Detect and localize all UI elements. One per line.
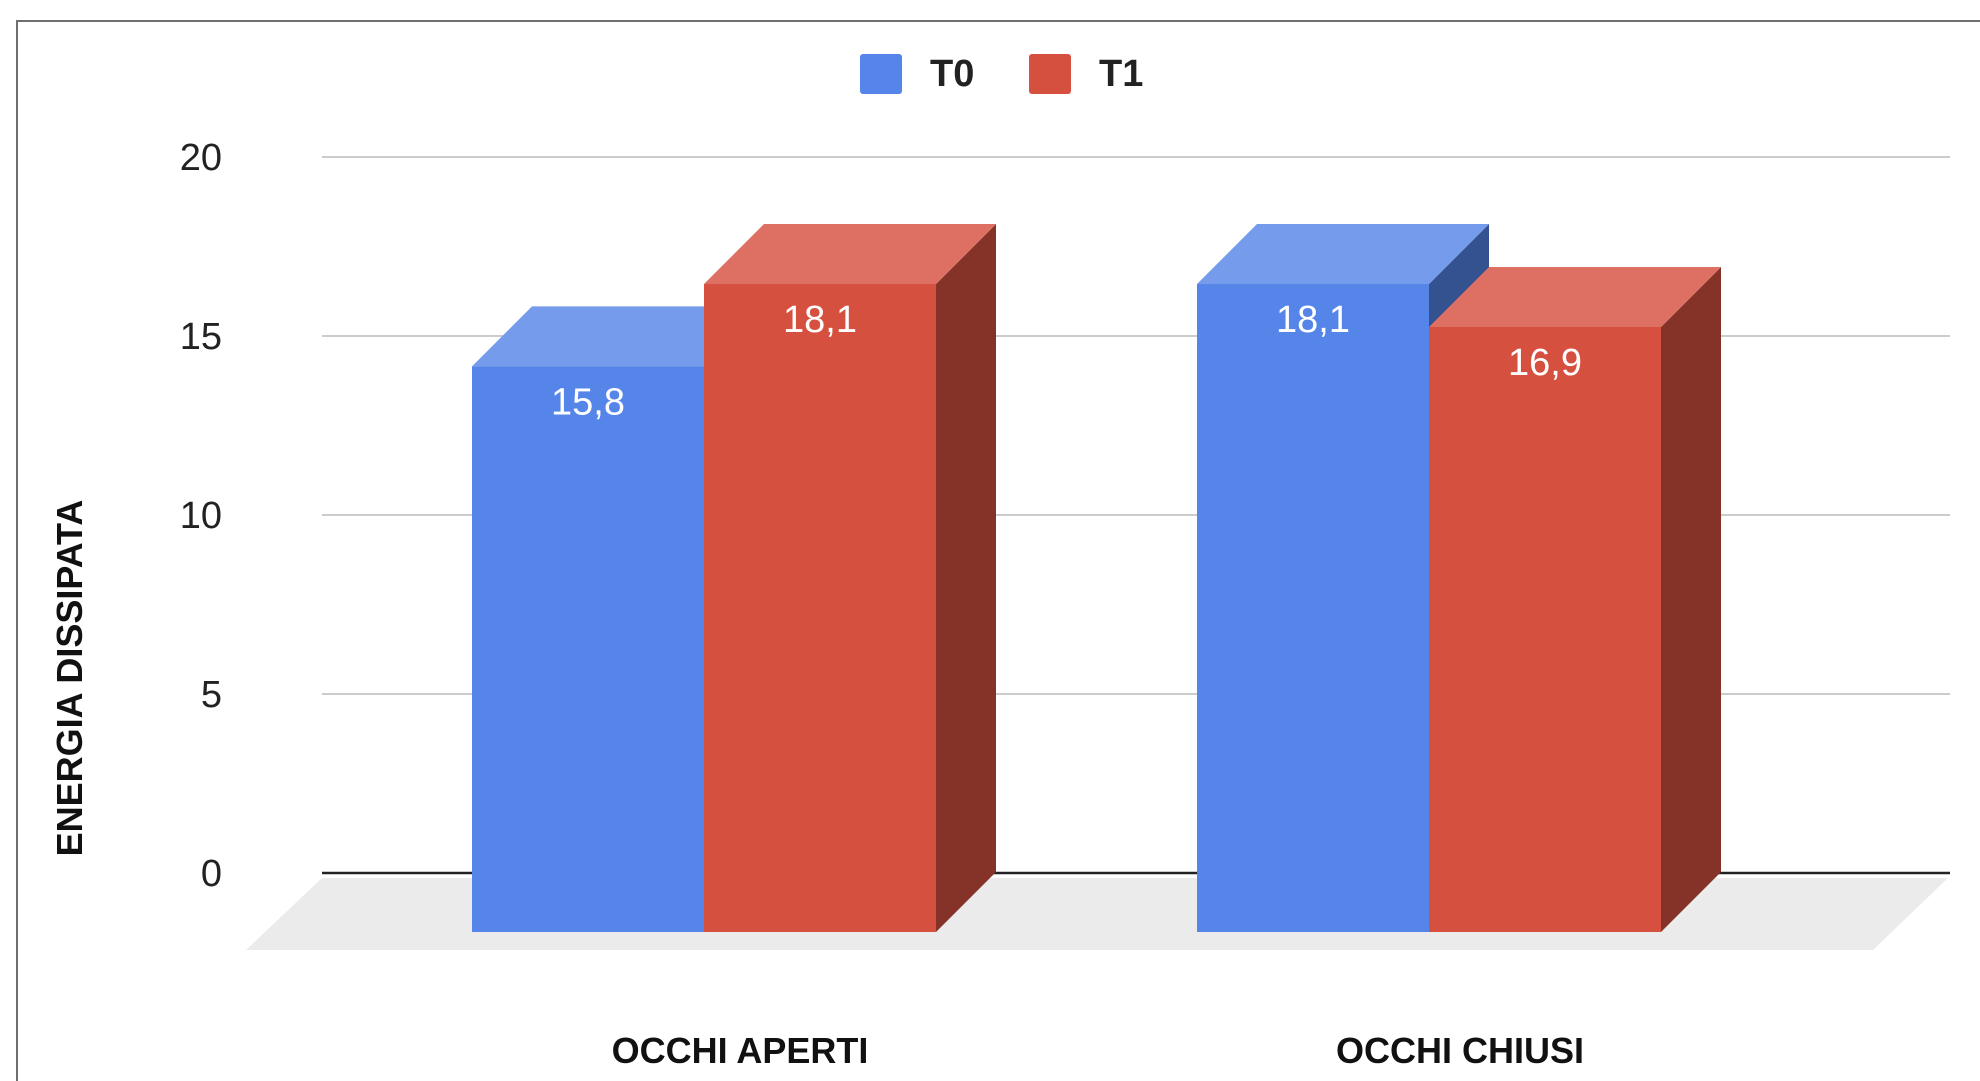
bar-front — [472, 366, 704, 932]
legend: T0 T1 — [860, 53, 1143, 95]
bar-front — [1197, 284, 1429, 932]
legend-label: T0 — [930, 53, 974, 95]
y-axis-ticks: 0 5 10 15 20 — [180, 137, 222, 895]
legend-swatch-t1 — [1029, 54, 1071, 94]
y-tick-label: 15 — [180, 316, 222, 358]
bar-top — [1197, 224, 1489, 285]
bars — [472, 224, 1721, 933]
y-tick-label: 0 — [201, 853, 222, 895]
bar-side — [936, 224, 996, 932]
bar-top — [1429, 266, 1721, 327]
bar-t1-1 — [704, 224, 996, 932]
y-axis-title: ENERGIA DISSIPATA — [49, 500, 90, 857]
data-label: 15,8 — [551, 381, 625, 423]
y-tick-label: 10 — [180, 495, 222, 537]
x-category-label: OCCHI APERTI — [612, 1030, 869, 1071]
data-label: 18,1 — [1276, 299, 1350, 341]
bar-t1-2 — [1429, 266, 1721, 933]
data-label: 16,9 — [1508, 342, 1582, 384]
bar-front — [704, 284, 936, 932]
bar-front — [1429, 326, 1661, 933]
bar-top — [704, 224, 996, 285]
bar-top — [472, 306, 764, 367]
legend-swatch-t0 — [860, 54, 902, 94]
data-labels: 15,8 18,1 18,1 16,9 — [551, 299, 1582, 423]
x-category-label: OCCHI CHIUSI — [1336, 1030, 1584, 1071]
x-axis-categories: OCCHI APERTI OCCHI CHIUSI — [612, 1030, 1584, 1071]
data-label: 18,1 — [783, 299, 857, 341]
legend-label: T1 — [1099, 53, 1143, 95]
bar-side — [1661, 266, 1721, 933]
y-tick-label: 5 — [201, 674, 222, 716]
y-tick-label: 20 — [180, 137, 222, 179]
